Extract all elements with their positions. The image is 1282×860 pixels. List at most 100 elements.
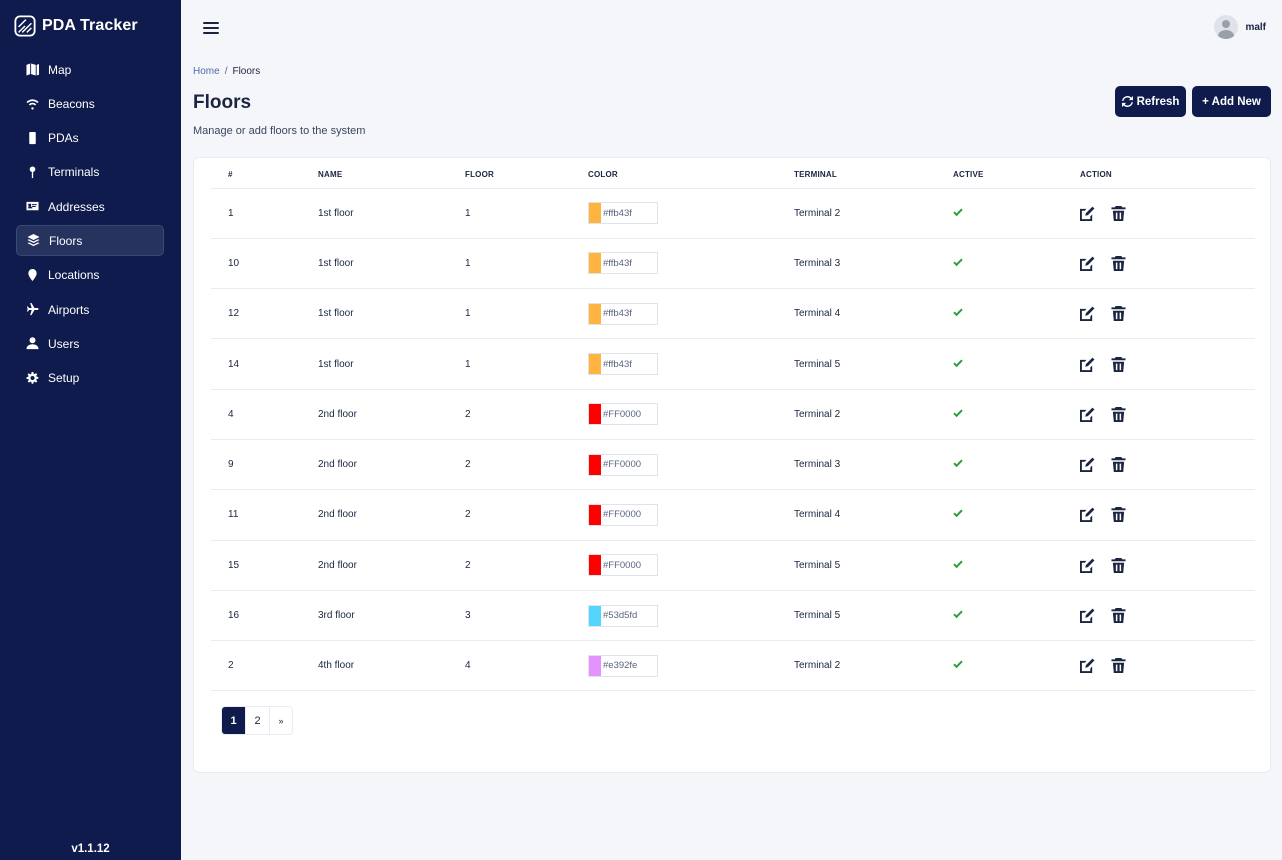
logo-icon [14,15,36,37]
check-icon [953,459,963,471]
cell-floor: 2 [465,439,588,491]
sidebar-item-floors[interactable]: Floors [16,225,164,257]
breadcrumb: Home / Floors [193,66,260,77]
cell-id: 16 [211,590,318,642]
trash-icon[interactable] [1111,306,1126,322]
edit-icon[interactable] [1080,357,1095,372]
table-row: 14 1st floor 1 #ffb43f Terminal 5 [211,338,1255,390]
refresh-label: Refresh [1136,95,1180,108]
breadcrumb-home-link[interactable]: Home [193,66,220,77]
sidebar-item-locations[interactable]: Locations [16,260,164,291]
cell-floor: 3 [465,590,588,642]
color-swatch [589,404,601,425]
edit-icon[interactable] [1080,206,1095,221]
location-marker-icon [26,268,39,282]
edit-icon[interactable] [1080,457,1095,473]
cell-actions [1080,540,1255,591]
gear-icon [26,371,39,385]
edit-icon[interactable] [1080,558,1095,573]
sidebar-item-setup[interactable]: Setup [16,363,164,394]
cell-actions [1080,238,1255,290]
edit-icon[interactable] [1080,608,1095,624]
next-page-button[interactable]: » [270,707,292,734]
cell-active [953,540,1080,591]
color-swatch [589,354,601,375]
edit-icon[interactable] [1080,507,1095,523]
app-name: PDA Tracker [42,17,138,34]
color-chip: #ffb43f [588,353,658,376]
address-card-icon [26,200,39,213]
cell-actions [1080,489,1255,541]
color-chip: #FF0000 [588,554,658,577]
color-swatch [589,253,601,274]
check-icon [953,409,963,421]
page-1-button[interactable]: 1 [222,707,246,734]
color-swatch [589,555,601,576]
cell-id: 12 [211,288,318,340]
cell-terminal: Terminal 5 [794,540,953,591]
breadcrumb-current: Floors [232,66,261,77]
trash-icon[interactable] [1111,658,1126,674]
sidebar-item-pdas[interactable]: PDAs [16,123,164,154]
cell-actions [1080,338,1255,390]
sidebar-item-users[interactable]: Users [16,328,164,359]
table-row: 9 2nd floor 2 #FF0000 Terminal 3 [211,439,1255,491]
cell-active [953,338,1080,390]
trash-icon[interactable] [1111,457,1126,473]
cell-id: 9 [211,439,318,491]
check-icon [953,610,963,622]
cell-color: #FF0000 [588,489,794,541]
edit-icon[interactable] [1080,407,1095,422]
trash-icon[interactable] [1111,255,1126,271]
cell-floor: 2 [465,540,588,591]
edit-icon[interactable] [1080,306,1095,322]
color-swatch [589,454,601,475]
sidebar-item-airports[interactable]: Airports [16,294,164,325]
cell-id: 1 [211,188,318,239]
hamburger-icon-line [203,32,219,34]
trash-icon[interactable] [1111,205,1126,221]
table-row: 11 2nd floor 2 #FF0000 Terminal 4 [211,489,1255,541]
edit-icon[interactable] [1080,256,1095,271]
cell-id: 10 [211,238,318,290]
user-menu[interactable]: malf [1214,15,1266,39]
cell-name: 2nd floor [318,439,465,491]
sidebar-item-map[interactable]: Map [16,54,164,85]
color-chip: #e392fe [588,654,658,677]
cell-name: 3rd floor [318,590,465,642]
trash-icon[interactable] [1111,608,1126,624]
sidebar-item-terminals[interactable]: Terminals [16,157,164,188]
cell-actions [1080,590,1255,642]
color-hex: #e392fe [603,660,638,672]
cell-color: #FF0000 [588,389,794,440]
brand[interactable]: PDA Tracker [14,15,138,37]
layers-icon [27,234,40,247]
sidebar-item-label: Setup [48,371,80,386]
cell-id: 2 [211,640,318,692]
table-row: 10 1st floor 1 #ffb43f Terminal 3 [211,238,1255,290]
trash-icon[interactable] [1111,557,1126,573]
sidebar-item-addresses[interactable]: Addresses [16,191,164,222]
edit-icon[interactable] [1080,658,1095,674]
trash-icon[interactable] [1111,507,1126,523]
cell-actions [1080,389,1255,440]
map-icon [26,63,39,76]
color-hex: #ffb43f [603,257,632,269]
color-chip: #ffb43f [588,252,658,275]
cell-color: #e392fe [588,640,794,692]
trash-icon[interactable] [1111,406,1126,422]
sidebar-item-label: Users [48,336,80,351]
column-header-active: ACTIVE [953,162,1080,189]
color-hex: #FF0000 [603,408,642,420]
check-icon [953,359,963,371]
cell-active [953,590,1080,642]
sidebar-item-beacons[interactable]: Beacons [16,88,164,119]
page-2-button[interactable]: 2 [246,707,270,734]
color-chip: #FF0000 [588,503,658,526]
trash-icon[interactable] [1111,356,1126,372]
cell-actions [1080,188,1255,239]
menu-toggle-button[interactable] [203,19,219,35]
add-new-button[interactable]: + Add New [1192,86,1271,117]
cell-color: #ffb43f [588,238,794,290]
refresh-button[interactable]: Refresh [1115,86,1186,117]
